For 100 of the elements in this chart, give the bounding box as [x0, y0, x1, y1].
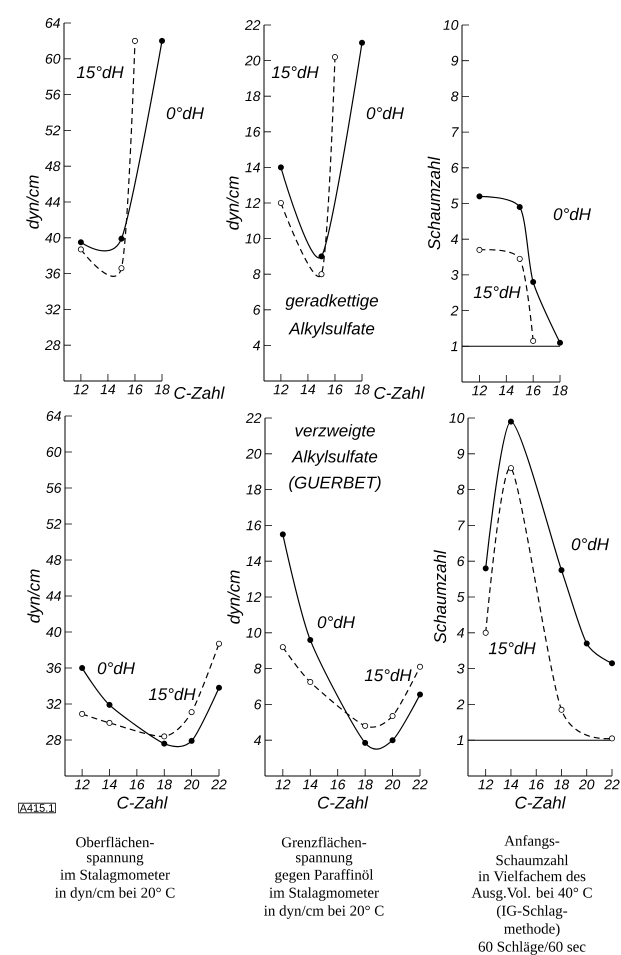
series-label: 15°dH [148, 688, 196, 700]
y-tick-label: 2 [456, 700, 464, 710]
y-axis-title: dyn/cm [26, 175, 42, 229]
point [216, 640, 222, 647]
y-tick-label: 18 [245, 91, 260, 102]
text: Anfangs- [504, 835, 560, 849]
text: (IG-Schlag- [496, 905, 568, 919]
y-tick-label: 6 [254, 699, 262, 710]
y-tick-label: 56 [45, 90, 60, 100]
y-axis-title: dyn/cm [227, 570, 244, 624]
text: gegen Paraffinöl [275, 869, 374, 883]
point [318, 253, 324, 260]
y-tick-label: 1 [457, 735, 464, 745]
x-tick-label: 16 [328, 384, 343, 394]
text: Grenzflächen- [282, 836, 366, 848]
y-tick-label: 8 [457, 484, 464, 495]
x-tick-label: 12 [74, 384, 88, 394]
y-tick-label: 40 [46, 627, 62, 637]
x-tick-label: 12 [275, 780, 290, 790]
y-tick-label: 28 [44, 340, 60, 350]
x-tick-label: 12 [478, 780, 494, 790]
point [280, 531, 286, 538]
x-tick-label: 18 [156, 780, 172, 790]
text: in Vielfachem des [478, 870, 586, 882]
y-tick-label: 40 [45, 232, 60, 243]
y-axis-title: dyn/cm [226, 176, 242, 230]
x-tick-label: 18 [154, 384, 170, 394]
text: spannung [86, 854, 144, 866]
series-label: 0°dH [166, 106, 204, 120]
x-axis-title: C-Zahl [516, 796, 566, 809]
point [307, 679, 314, 686]
y-tick-label: 2 [450, 306, 458, 316]
point [188, 738, 195, 744]
y-tick-label: 48 [45, 161, 60, 172]
y-tick-label: 56 [46, 483, 62, 493]
x-axis-title: C-Zahl [318, 796, 368, 809]
y-tick-label: 52 [46, 519, 62, 529]
y-tick-label: 52 [45, 125, 60, 136]
x-axis-title: C-Zahl [374, 386, 425, 399]
point [558, 706, 564, 713]
y-tick-label: 64 [46, 411, 61, 421]
y-tick-label: 10 [449, 413, 464, 423]
y-tick-label: 4 [254, 735, 261, 745]
x-tick-label: 16 [526, 386, 541, 396]
y-tick-label: 32 [45, 304, 60, 314]
y-tick-label: 5 [451, 198, 459, 208]
text: Schaumzahl [496, 854, 568, 866]
y-tick-label: 22 [244, 20, 260, 30]
point [216, 684, 222, 691]
y-tick-label: 8 [254, 664, 262, 674]
y-tick-label: 36 [46, 663, 62, 673]
point [530, 279, 536, 286]
series-label: 0°dH [318, 616, 355, 628]
y-tick-label: 12 [246, 592, 262, 602]
series-label: 0°dH [554, 208, 591, 220]
series-label: 15°dH [272, 66, 319, 78]
point [79, 665, 86, 671]
series-label: 0°dH [98, 662, 135, 674]
y-tick-label: 7 [458, 520, 465, 530]
point [557, 340, 564, 346]
x-tick-label: 14 [504, 780, 518, 790]
point [609, 735, 616, 742]
point [280, 644, 286, 650]
point [318, 271, 324, 278]
y-tick-label: 6 [458, 556, 464, 566]
y-tick-label: 3 [457, 664, 464, 674]
point [106, 702, 112, 708]
y-tick-label: 10 [245, 234, 260, 244]
text: Oberflächen- [76, 836, 154, 848]
y-tick-label: 18 [246, 484, 262, 495]
point [508, 465, 514, 472]
y-tick-label: 9 [451, 56, 458, 66]
x-tick-label: 18 [552, 386, 568, 396]
y-tick-label: 6 [452, 162, 458, 173]
point [359, 40, 366, 46]
y-tick-label: 3 [451, 270, 458, 280]
x-tick-label: 16 [330, 780, 346, 790]
x-axis-title: C-Zahl [118, 796, 168, 809]
point [584, 640, 590, 647]
text: Ausg.Vol. bei 40° C [472, 887, 592, 901]
x-tick-label: 22 [412, 780, 428, 790]
point [332, 54, 338, 60]
point [476, 193, 482, 200]
point [159, 38, 166, 44]
series-label: 15°dH [474, 286, 521, 298]
point [307, 636, 314, 643]
y-tick-label: 12 [245, 198, 260, 208]
point [482, 565, 489, 572]
text: in dyn/cm bei 20° C [55, 887, 174, 901]
x-tick-label: 14 [102, 780, 117, 790]
y-tick-label: 4 [450, 234, 458, 244]
point [508, 418, 514, 425]
y-tick-label: 7 [452, 127, 459, 137]
point [390, 737, 396, 744]
point [558, 567, 564, 574]
y-tick-label: 20 [244, 56, 260, 66]
point [417, 664, 424, 670]
x-tick-label: 16 [129, 780, 145, 790]
series-label: 0°dH [366, 106, 404, 120]
y-tick-label: 9 [457, 448, 464, 459]
